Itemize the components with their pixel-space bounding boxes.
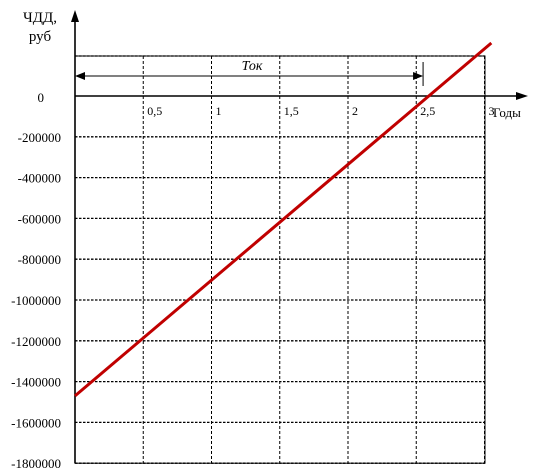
y-tick-label: -600000 <box>18 211 61 226</box>
npv-series-line <box>74 41 493 398</box>
x-axis-title: Годы <box>493 105 521 120</box>
x-tick-label: 3 <box>489 104 495 118</box>
payback-label: Ток <box>242 59 263 74</box>
y-axis-unit: руб <box>29 29 52 45</box>
x-tick-label: 2 <box>352 104 358 118</box>
payback-annotation: Ток <box>75 59 424 86</box>
y-tick-label: -1600000 <box>11 415 61 430</box>
y-tick-label: -1000000 <box>11 293 61 308</box>
arrow-right-icon <box>413 72 424 80</box>
series-layer <box>74 41 493 398</box>
x-tick-label: 2,5 <box>420 104 435 118</box>
y-axis-title: ЧДД, <box>23 10 57 26</box>
y-zero-label: 0 <box>38 90 45 105</box>
x-axis-arrow-icon <box>516 92 528 100</box>
y-tick-label: -1800000 <box>11 456 61 471</box>
x-tick-label: 1,5 <box>284 104 299 118</box>
x-tick-label: 0,5 <box>147 104 162 118</box>
y-tick-label: -400000 <box>18 171 61 186</box>
x-tick-label: 1 <box>216 104 222 118</box>
y-tick-label: -1400000 <box>11 375 61 390</box>
tick-labels: 0,5 1 1,5 2 2,5 3 -200000 -400000 -600000 -800000… <box>11 104 494 471</box>
y-tick-label: -800000 <box>18 252 61 267</box>
y-axis-arrow-icon <box>71 10 79 22</box>
y-tick-label: -200000 <box>18 130 61 145</box>
arrow-left-icon <box>75 72 85 80</box>
y-tick-label: -1200000 <box>11 334 61 349</box>
